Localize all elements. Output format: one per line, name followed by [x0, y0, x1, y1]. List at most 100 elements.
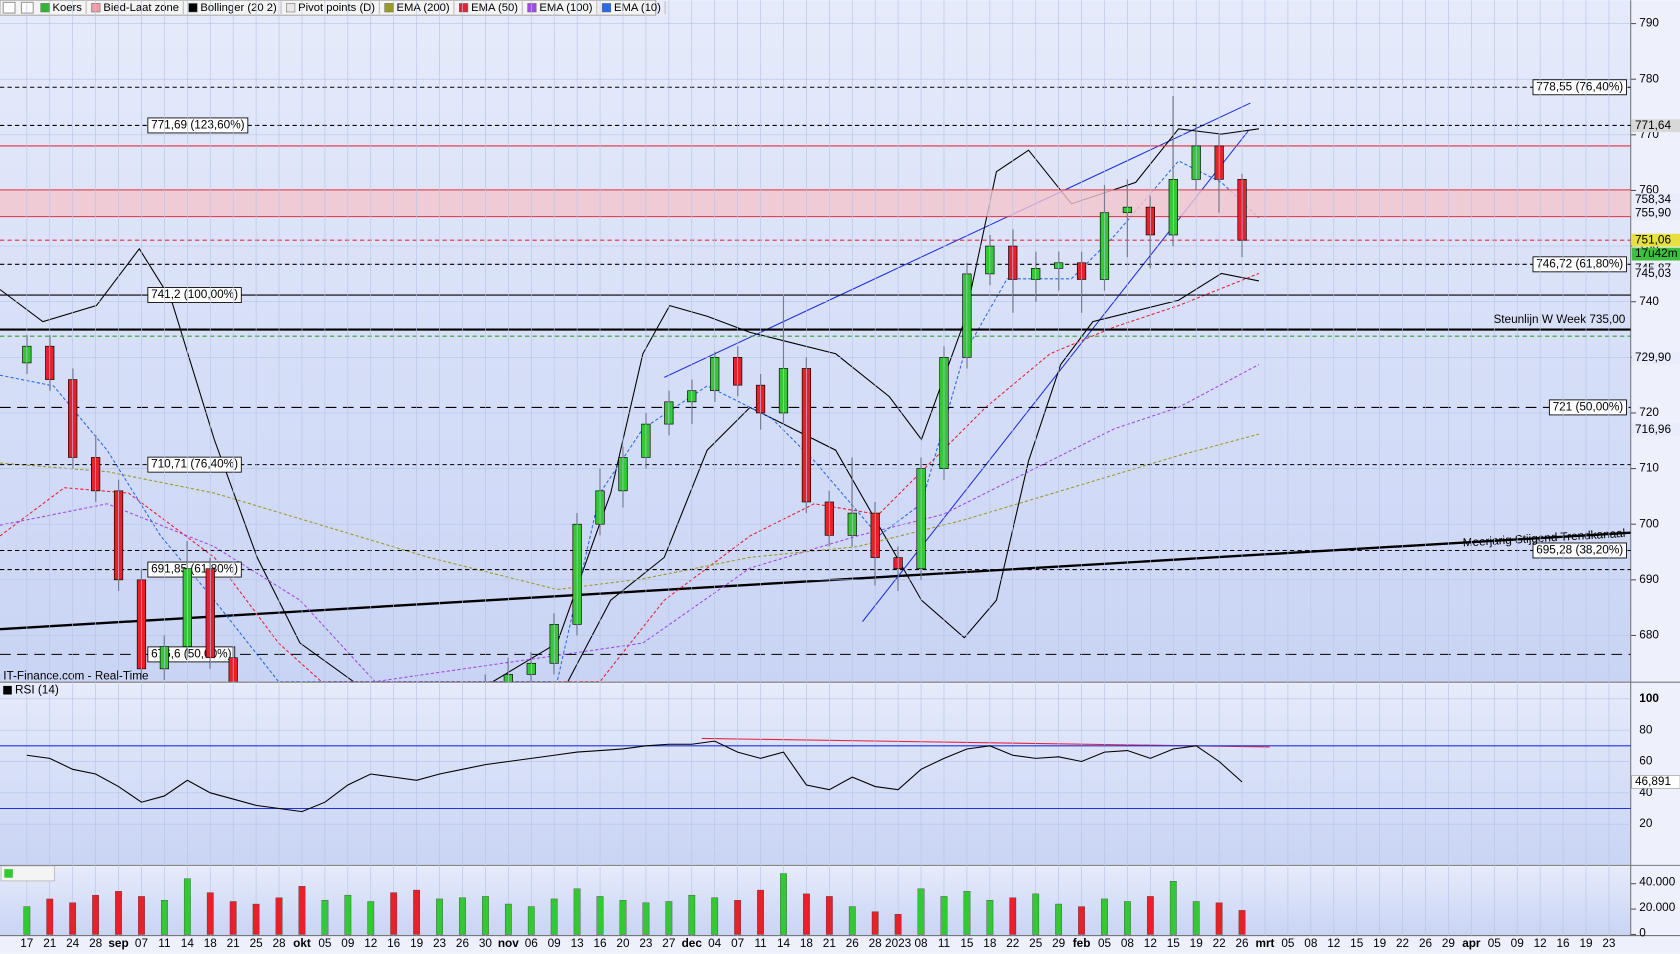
x-tick-label: 19 [1373, 937, 1386, 950]
timer-badge [1631, 247, 1680, 261]
legend-item: EMA (50) [471, 2, 518, 14]
volume-bar [46, 898, 54, 935]
legend-swatch [384, 3, 394, 13]
ema-50 [0, 272, 1260, 682]
legend-swatch [286, 3, 296, 13]
volume-bar [206, 892, 214, 935]
y-tick-label: 790 [1639, 17, 1659, 30]
x-tick-label: 04 [708, 937, 722, 950]
x-tick-label: 06 [525, 937, 539, 950]
volume-bar [1169, 881, 1177, 935]
volume-bar [848, 906, 856, 935]
rsi-badge [1631, 775, 1680, 789]
trend-channel [0, 531, 1631, 631]
y-tick-label: 710 [1639, 462, 1659, 475]
x-tick-label: 21 [43, 937, 56, 950]
volume-bar [803, 893, 810, 935]
volume-bar [757, 889, 764, 935]
level-label-box [147, 456, 242, 473]
volume-bar [436, 898, 443, 935]
x-tick-label: 23 [1602, 937, 1616, 950]
volume-bar [986, 900, 994, 935]
menu-button[interactable] [2, 1, 16, 14]
x-tick-label: mrt [1256, 937, 1275, 950]
price-badge-label: 758,34 [1635, 193, 1671, 206]
x-tick-label: 05 [318, 937, 332, 950]
y-tick-label: 20 [1639, 817, 1653, 830]
x-tick-label: 23 [433, 937, 447, 950]
x-tick-label: 22 [1213, 937, 1226, 950]
volume-bar [1078, 906, 1085, 935]
volume-bar [413, 889, 420, 935]
x-tick-label: 18 [204, 937, 218, 950]
volume-bar [275, 897, 283, 935]
y-tick-label: 690 [1639, 573, 1659, 586]
bollinger-band [492, 128, 1260, 682]
volume-bar [894, 914, 902, 935]
x-tick-label: 28 [272, 937, 286, 950]
volume-bar [550, 898, 558, 935]
volume-bar [138, 896, 145, 935]
x-tick-label: 12 [1144, 937, 1157, 950]
x-tick-label: 05 [1488, 937, 1502, 950]
legend-swatch [527, 3, 537, 13]
volume-bar [780, 873, 787, 935]
x-tick-label: sep [108, 937, 128, 950]
level-label: 771,69 (123,60%) [151, 119, 245, 132]
x-tick-label: 19 [410, 937, 423, 950]
volume-bar [183, 878, 191, 935]
volume-bar [619, 900, 627, 935]
volume-bar [92, 894, 99, 935]
x-tick-label: 15 [1350, 937, 1364, 950]
x-tick-label: 24 [66, 937, 80, 950]
legend-item: EMA (200) [396, 2, 449, 14]
volume-bar [1009, 897, 1017, 935]
price-badge [1631, 423, 1680, 437]
legend-item: Bollinger (20 2) [200, 2, 277, 14]
panel-title: RSI (14) [15, 683, 59, 696]
legend-item: EMA (100) [539, 2, 592, 14]
volume-bar [459, 897, 466, 935]
x-tick-label: 29 [1052, 937, 1065, 950]
level-label: 778,55 (76,40%) [1536, 80, 1623, 93]
level-label: 746,72 (61,80%) [1536, 257, 1623, 270]
x-tick-label: 11 [754, 937, 766, 950]
x-tick-label: 28 [869, 937, 883, 950]
level-label: Steunlijn W Week 735,00 [1493, 313, 1625, 326]
y-tick-label: 780 [1639, 72, 1659, 85]
volume-bar [390, 892, 398, 935]
x-tick-label: 12 [1534, 937, 1547, 950]
x-tick-label: 26 [1419, 937, 1433, 950]
level-label: 710,71 (76,40%) [151, 458, 238, 471]
volume-bar [734, 900, 742, 935]
x-tick-label: 29 [1442, 937, 1455, 950]
legend-item: Koers [53, 2, 83, 14]
settings-button[interactable] [20, 1, 34, 14]
y-tick-label: 100 [1639, 692, 1659, 705]
volume-bar [711, 897, 719, 935]
price-badge [1631, 267, 1680, 281]
volume-bar [367, 901, 375, 935]
ema-200 [0, 433, 1260, 591]
level-label-box [147, 287, 242, 303]
y-tick-label: 60 [1639, 755, 1653, 768]
level-label: 695,28 (38,20%) [1536, 544, 1623, 557]
x-tick-label: 09 [341, 937, 354, 950]
x-tick-label: 14 [181, 937, 195, 950]
level-label: 741,2 (100,00%) [151, 288, 238, 301]
volume-bar [1032, 893, 1040, 935]
volume-bar [252, 903, 260, 935]
x-tick-label: 07 [731, 937, 744, 950]
volume-bar [344, 894, 352, 935]
level-label-box [1548, 399, 1627, 416]
price-panel [0, 0, 1631, 682]
y-tick-label: 80 [1639, 723, 1653, 736]
rsi-panel [0, 683, 1631, 865]
volume-bar [1146, 896, 1154, 935]
x-tick-label: 26 [846, 937, 860, 950]
x-tick-label: 2023 [885, 937, 912, 950]
x-tick-label: 08 [915, 937, 929, 950]
level-label: 721 (50,00%) [1553, 401, 1624, 414]
level-label-box [147, 561, 242, 578]
x-tick-label: 08 [1121, 937, 1135, 950]
